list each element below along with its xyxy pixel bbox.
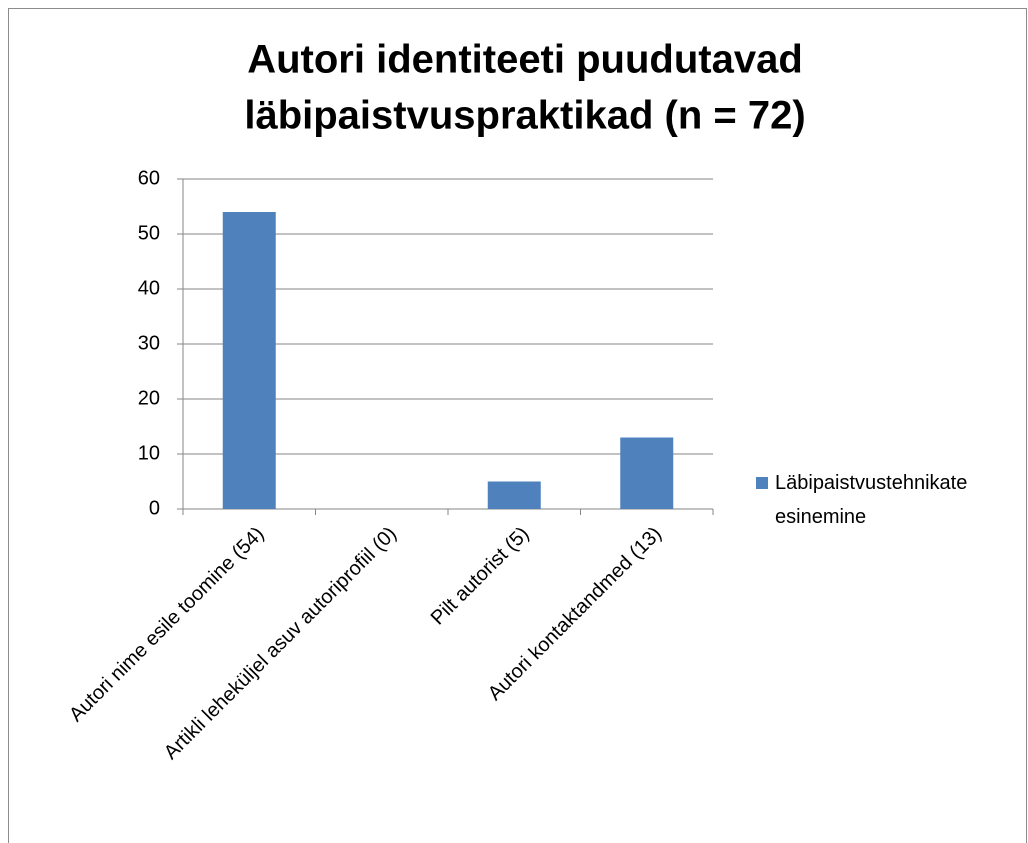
legend-label: Läbipaistvustehnikate esinemine [775, 472, 968, 528]
y-tick-label: 0 [149, 497, 160, 519]
bar [222, 212, 276, 509]
chart-title: Autori identiteeti puudutavad [247, 38, 803, 82]
chart-frame [8, 8, 1027, 843]
legend-entry: Läbipaistvustehnikate esinemine [775, 472, 968, 528]
bar [620, 437, 674, 509]
y-tick-label: 10 [138, 442, 160, 464]
y-tick-label: 20 [138, 387, 160, 409]
legend-swatch [756, 477, 768, 489]
bar [487, 481, 541, 509]
y-tick-label: 50 [138, 222, 160, 244]
y-tick-label: 40 [138, 277, 160, 299]
y-tick-label: 30 [138, 332, 160, 354]
chart-title: läbipaistvuspraktikad (n = 72) [244, 94, 805, 138]
y-tick-label: 60 [138, 167, 160, 189]
